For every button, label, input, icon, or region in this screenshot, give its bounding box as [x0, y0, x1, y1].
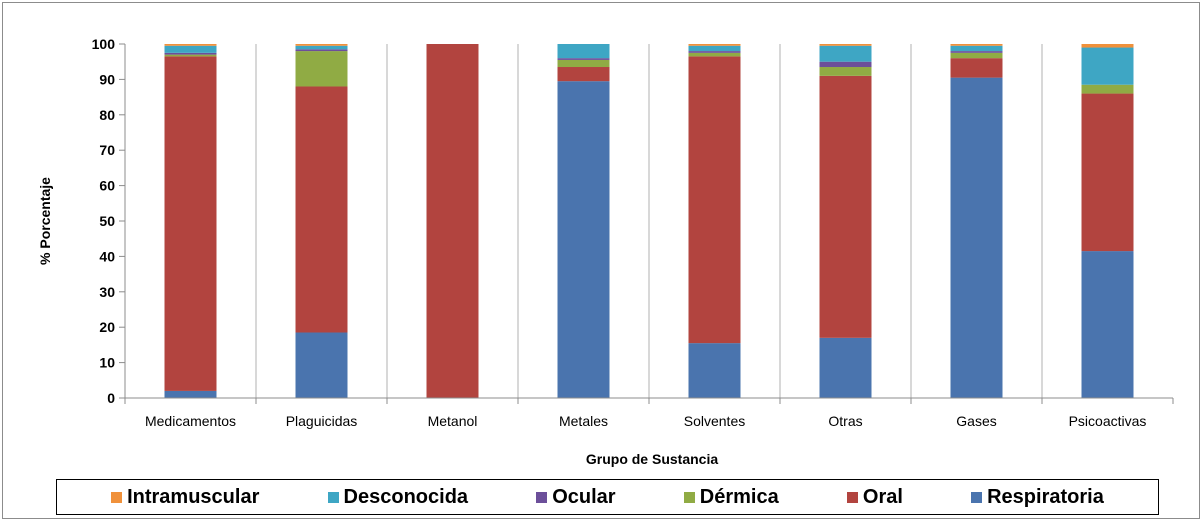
legend-label: Dérmica — [699, 485, 779, 508]
bar-intramuscular-plaguicidas — [295, 44, 348, 46]
legend-label: Respiratoria — [987, 485, 1104, 508]
y-tick-label: 30 — [99, 284, 115, 300]
legend-swatch — [327, 491, 339, 503]
x-axis-title: Grupo de Sustancia — [586, 451, 718, 467]
y-tick-label: 60 — [99, 178, 115, 194]
bar-intramuscular-solventes — [688, 44, 741, 46]
legend-label: Desconocida — [343, 485, 469, 508]
bar-respiratoria-medicamentos — [164, 390, 217, 398]
legend-item-intramuscular: Intramuscular — [111, 486, 259, 509]
bar-oral-medicamentos — [164, 56, 217, 391]
legend-swatch — [971, 491, 983, 503]
bar-oral-gases — [950, 58, 1003, 78]
bar-d-rmica-solventes — [688, 52, 741, 57]
legend-label: Oral — [862, 485, 903, 508]
bar-d-rmica-medicamentos — [164, 54, 217, 57]
legend-item-oral: Oral — [846, 485, 903, 509]
bar-intramuscular-otras — [819, 44, 872, 46]
y-tick-label: 90 — [99, 71, 115, 87]
bar-ocular-otras — [819, 61, 872, 68]
bar-desconocida-psicoactivas — [1081, 47, 1134, 85]
bar-intramuscular-gases — [950, 44, 1003, 46]
legend-swatch — [536, 491, 548, 503]
bar-ocular-metales — [557, 58, 610, 60]
bar-oral-otras — [819, 75, 872, 338]
bar-oral-metanol — [426, 44, 479, 398]
bar-intramuscular-medicamentos — [164, 44, 217, 46]
y-tick-label: 50 — [99, 213, 115, 229]
legend-label: Ocular — [552, 485, 616, 508]
bar-desconocida-plaguicidas — [295, 45, 348, 50]
bar-ocular-solventes — [688, 51, 741, 53]
y-tick-label: 0 — [107, 390, 115, 406]
bar-respiratoria-metales — [557, 81, 610, 399]
stacked-bar-chart: 0 10 20 30 40 50 60 70 80 90 100 Medicamentos Plagui… — [37, 36, 1174, 467]
y-tick-label: 40 — [99, 248, 115, 264]
bar-desconocida-metales — [557, 44, 610, 59]
bar-respiratoria-solventes — [688, 343, 741, 398]
bar-oral-solventes — [688, 56, 741, 344]
x-tick-label-metanol: Metanol — [428, 413, 478, 429]
bar-d-rmica-plaguicidas — [295, 51, 348, 87]
bar-oral-plaguicidas — [295, 86, 348, 333]
bar-desconocida-gases — [950, 45, 1003, 52]
legend-label: Intramuscular — [127, 485, 260, 508]
legend-swatch — [111, 491, 123, 503]
x-tick-label-gases: Gases — [956, 413, 996, 429]
bar-respiratoria-gases — [950, 77, 1003, 398]
bar-desconocida-otras — [819, 45, 872, 62]
x-tick-label-otras: Otras — [828, 413, 862, 429]
y-axis-title: % Porcentaje — [37, 177, 53, 265]
bar-ocular-plaguicidas — [295, 49, 348, 52]
bar-d-rmica-metales — [557, 59, 610, 68]
bar-ocular-medicamentos — [164, 52, 217, 55]
bar-d-rmica-gases — [950, 52, 1003, 59]
bar-ocular-gases — [950, 51, 1003, 53]
bar-d-rmica-psicoactivas — [1081, 84, 1134, 94]
x-tick-label-solventes: Solventes — [684, 413, 745, 429]
bar-intramuscular-psicoactivas — [1081, 44, 1134, 48]
bar-desconocida-medicamentos — [164, 45, 217, 53]
x-tick-label-metales: Metales — [559, 413, 608, 429]
y-tick-label: 100 — [92, 36, 116, 52]
legend-swatch — [683, 491, 695, 503]
legend: Intramuscular Desconocida Ocular Dérmica Ora… — [56, 479, 1159, 515]
bar-oral-metales — [557, 67, 610, 82]
legend-item-respiratoria: Respiratoria — [971, 486, 1104, 509]
y-tick-label: 20 — [99, 319, 115, 335]
y-tick-label: 80 — [99, 107, 115, 123]
x-tick-label-psicoactivas: Psicoactivas — [1069, 413, 1147, 429]
x-tick-label-medicamentos: Medicamentos — [145, 413, 236, 429]
legend-swatch — [846, 491, 858, 503]
x-tick-label-plaguicidas: Plaguicidas — [286, 413, 358, 429]
bar-respiratoria-otras — [819, 337, 872, 398]
y-tick-label: 10 — [99, 355, 115, 371]
y-tick-label: 70 — [99, 142, 115, 158]
bar-respiratoria-psicoactivas — [1081, 251, 1134, 398]
bar-d-rmica-otras — [819, 67, 872, 76]
bar-respiratoria-plaguicidas — [295, 332, 348, 398]
bar-oral-psicoactivas — [1081, 93, 1134, 252]
bar-desconocida-solventes — [688, 45, 741, 52]
legend-item-ocular: Ocular — [536, 485, 616, 509]
legend-item-desconocida: Desconocida — [327, 485, 469, 509]
legend-item-d-rmica: Dérmica — [683, 485, 779, 509]
